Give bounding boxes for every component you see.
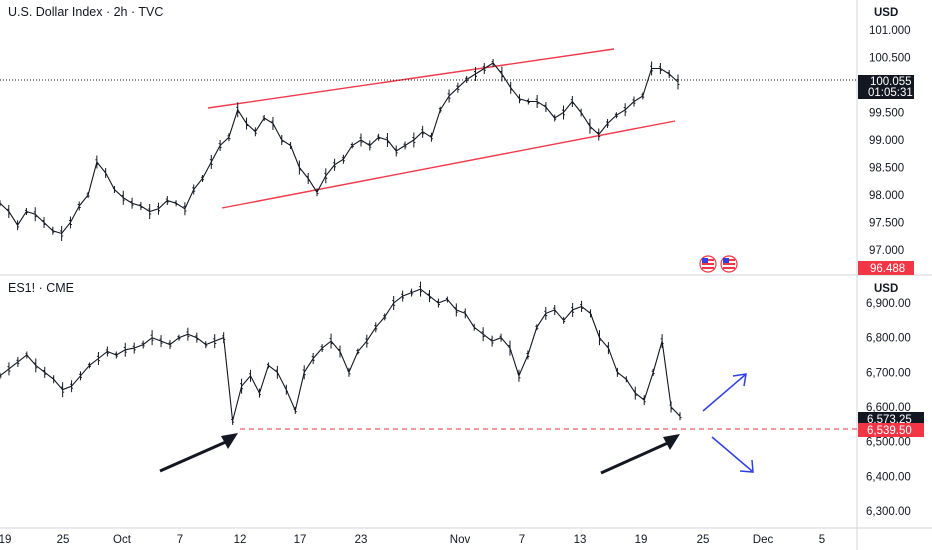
dxy-y-tick-label: 98.500 <box>869 163 904 175</box>
es-support-price: 6,539.50 <box>867 425 912 437</box>
x-tick-label: 25 <box>57 534 70 546</box>
arrow-down-blue-icon[interactable] <box>711 436 754 473</box>
es-y-tick-label: 6,400.00 <box>866 471 911 483</box>
dxy-y-tick-label: 97.000 <box>869 245 904 257</box>
es-y-tick-label: 6,300.00 <box>866 506 911 518</box>
dxy-currency-label[interactable]: USD <box>874 7 898 19</box>
dxy-last-price: 100.055 <box>870 76 912 88</box>
x-tick-label: 12 <box>234 534 247 546</box>
arrow-right-black-icon[interactable] <box>600 434 680 475</box>
x-tick-label: Dec <box>753 534 774 546</box>
arrow-left-black-icon[interactable] <box>159 433 238 473</box>
dxy-price-series[interactable] <box>0 59 680 241</box>
dxy-y-tick-label: 97.500 <box>869 218 904 230</box>
dxy-line <box>0 62 679 235</box>
x-tick-label: 17 <box>294 534 307 546</box>
dxy-marker-price: 96.488 <box>870 263 905 275</box>
dxy-marker-tag[interactable]: 96.488 <box>858 261 914 275</box>
dxy-price-axis[interactable]: 101.000 100.500 99.500 99.000 98.500 98.000 97… <box>869 25 911 257</box>
x-tick-label: 13 <box>574 534 587 546</box>
x-tick-label: 25 <box>697 534 710 546</box>
es-title: ES1! · CME <box>8 281 74 295</box>
us-flag-icon[interactable] <box>699 255 717 273</box>
es-support-price-tag[interactable]: 6,539.50 <box>858 423 924 437</box>
x-tick-label: 7 <box>177 534 183 546</box>
es-y-tick-label: 6,900.00 <box>866 298 911 310</box>
channel-lower-line[interactable] <box>221 120 676 209</box>
arrow-up-blue-icon[interactable] <box>702 373 747 412</box>
es-y-tick-label: 6,800.00 <box>866 333 911 345</box>
es-price-axis[interactable]: 6,900.00 6,800.00 6,700.00 6,600.00 6,500.00… <box>866 298 911 518</box>
x-tick-label: 7 <box>519 534 525 546</box>
dxy-title: U.S. Dollar Index · 2h · TVC <box>8 5 163 19</box>
x-tick-label: Oct <box>113 534 132 546</box>
dxy-last-price-tag[interactable]: 100.055 01:05:31 <box>858 75 914 99</box>
us-flag-icon-2[interactable] <box>720 255 738 273</box>
dxy-y-tick-label: 99.500 <box>869 108 904 120</box>
time-axis[interactable]: 19 25 Oct 7 12 17 23 Nov 7 13 19 25 Dec 5 <box>0 534 825 546</box>
dxy-y-tick-label: 98.000 <box>869 190 904 202</box>
es-price-series[interactable] <box>0 281 682 425</box>
x-tick-label: 19 <box>0 534 11 546</box>
x-tick-label: Nov <box>450 534 471 546</box>
x-tick-label: 19 <box>635 534 648 546</box>
dxy-countdown: 01:05:31 <box>868 87 913 99</box>
dxy-y-tick-label: 101.000 <box>869 25 911 37</box>
es-currency-label[interactable]: USD <box>874 283 898 295</box>
dxy-y-tick-label: 99.000 <box>869 135 904 147</box>
x-tick-label: 23 <box>355 534 368 546</box>
es-y-tick-label: 6,700.00 <box>866 367 911 379</box>
dxy-y-tick-label: 100.500 <box>869 53 911 65</box>
es-y-tick-label: 6,600.00 <box>866 402 911 414</box>
channel-upper-line[interactable] <box>207 48 615 109</box>
es-y-tick-label: 6,500.00 <box>866 437 911 449</box>
x-tick-label: 5 <box>819 534 825 546</box>
